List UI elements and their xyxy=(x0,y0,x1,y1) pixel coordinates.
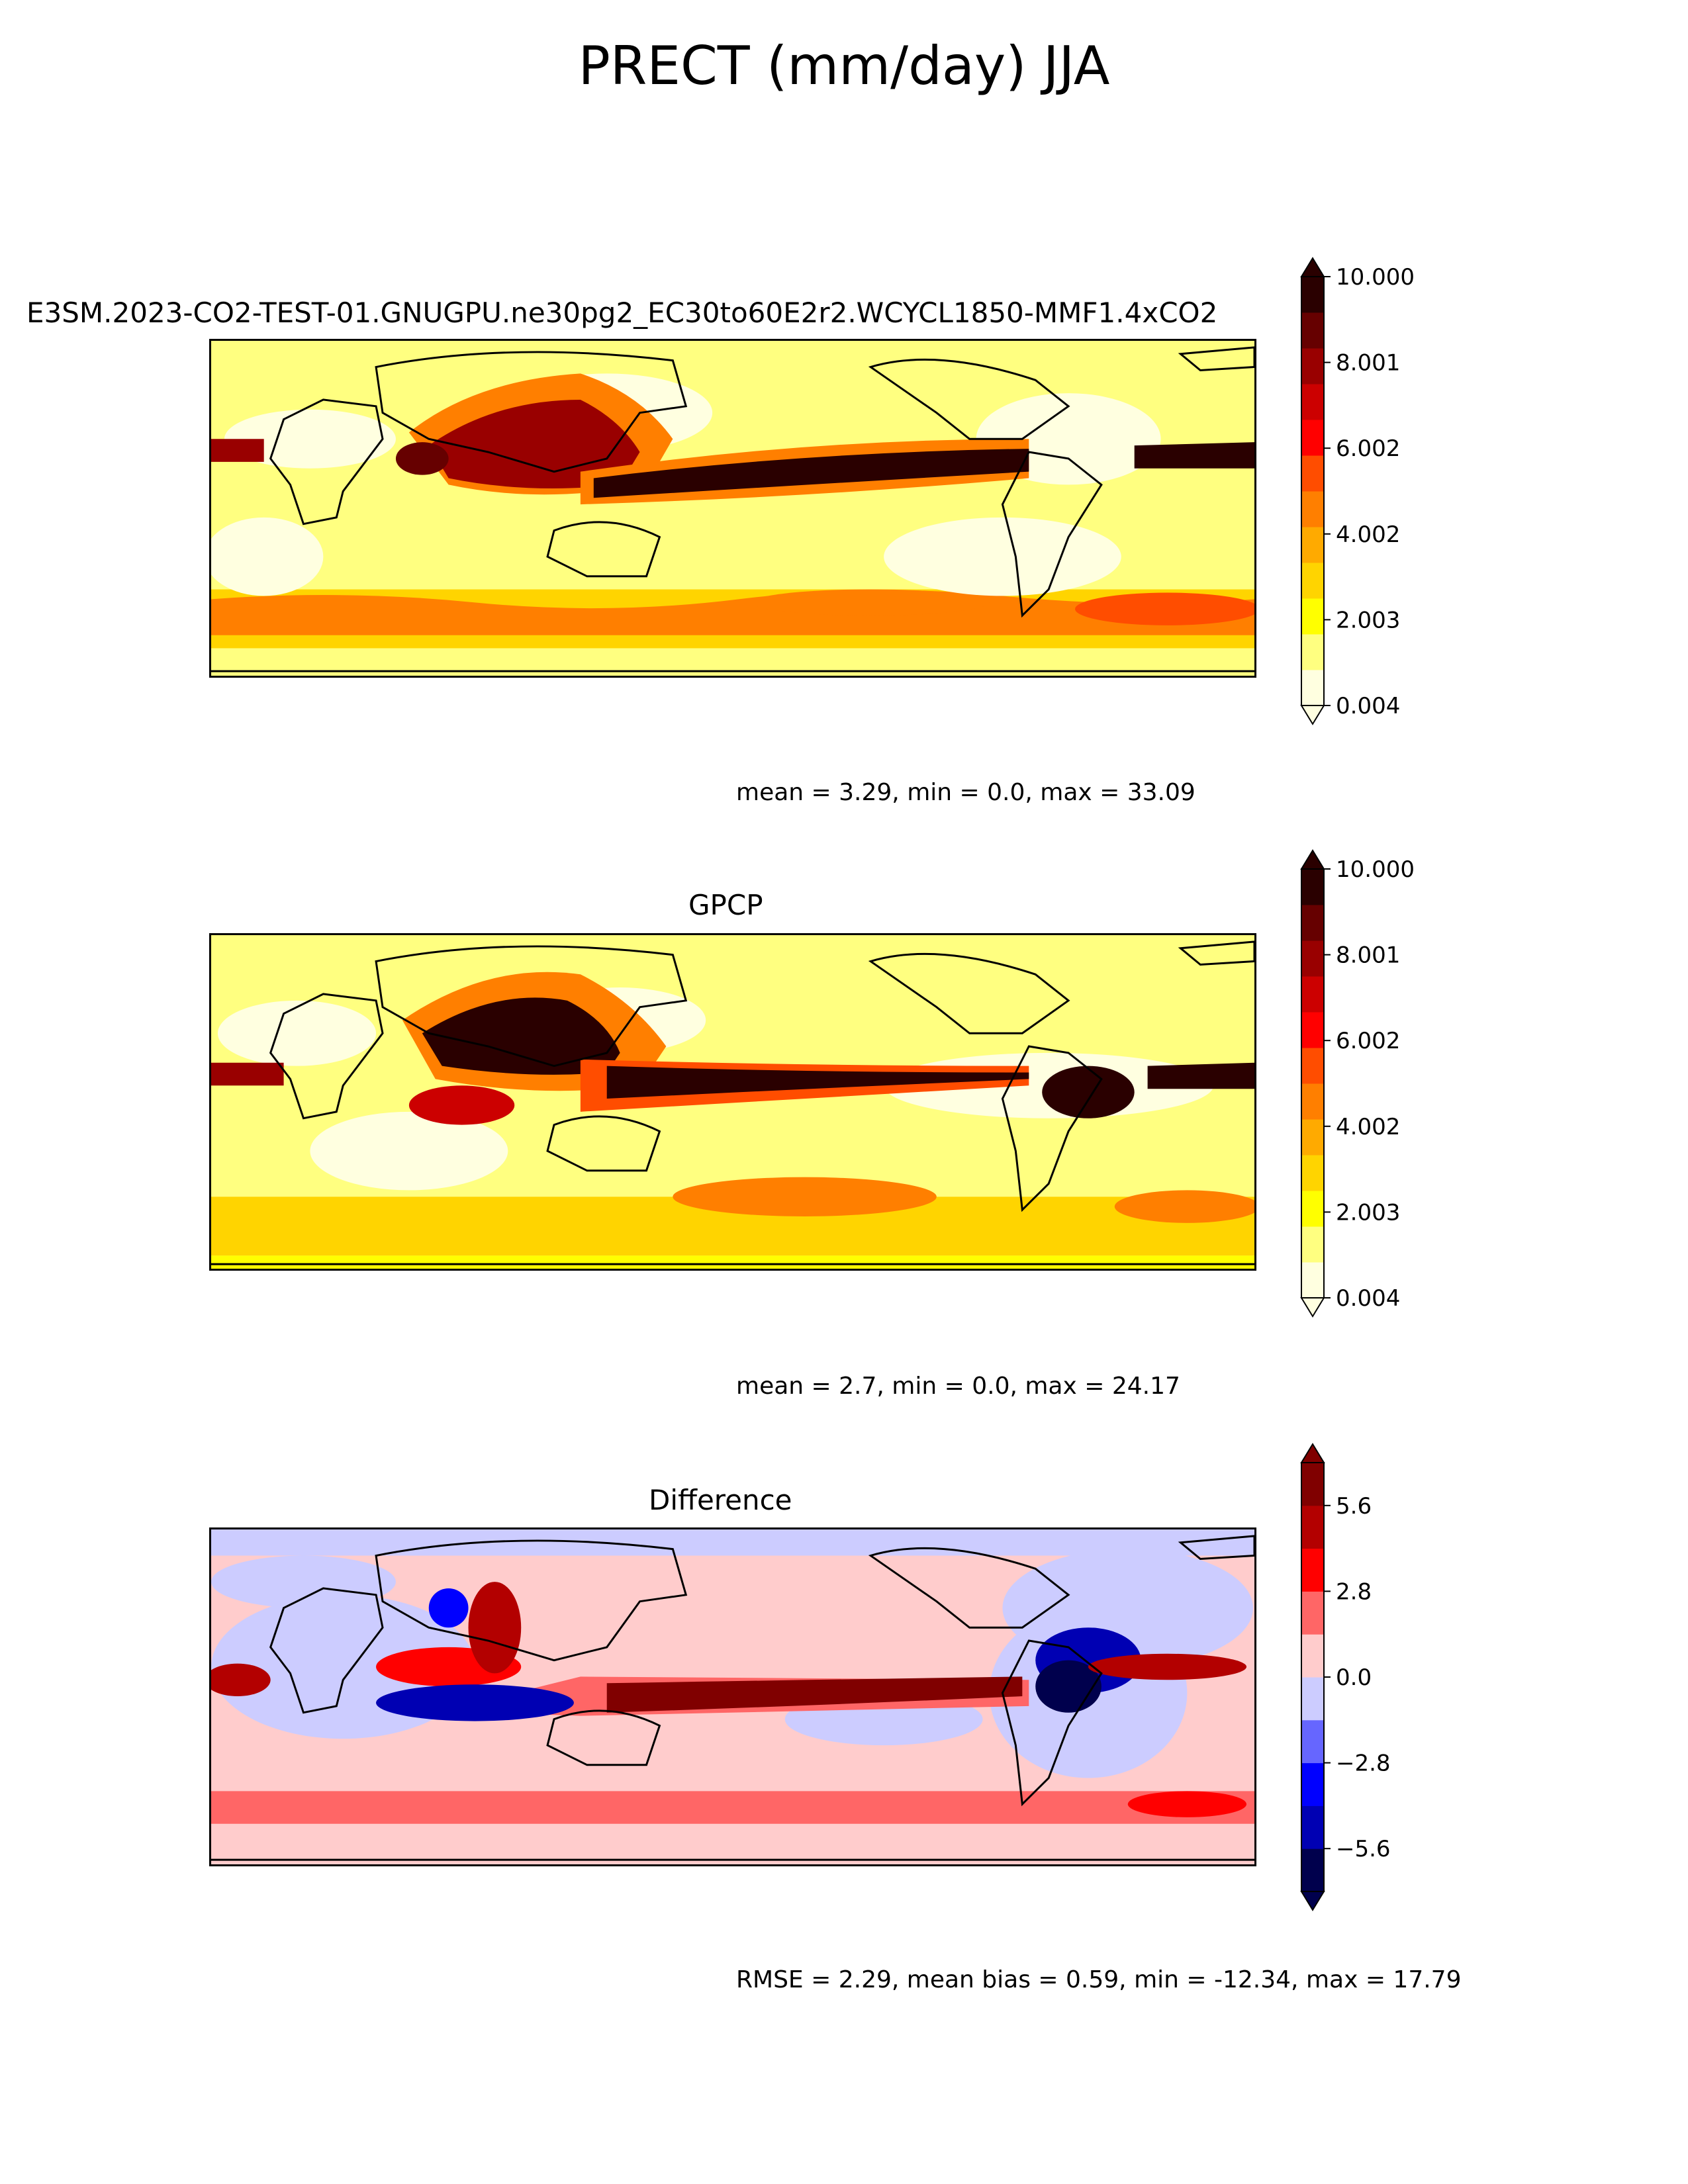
map-test xyxy=(209,339,1256,678)
colorbar-segment xyxy=(1301,1083,1324,1120)
colorbar-extend-max xyxy=(1300,849,1325,870)
colorbar-tick-label: 2.8 xyxy=(1336,1578,1372,1605)
colorbar-tick-label: 5.6 xyxy=(1336,1493,1372,1520)
map-ref xyxy=(209,933,1256,1271)
colorbar-extend-min xyxy=(1300,705,1325,725)
colorbar-tick-label: −5.6 xyxy=(1336,1836,1391,1862)
colorbar-segment xyxy=(1301,1762,1324,1806)
colorbar-segment xyxy=(1301,1191,1324,1227)
colorbar-segment xyxy=(1301,905,1324,941)
colorbar-segment xyxy=(1301,1119,1324,1156)
colorbar-segment xyxy=(1301,670,1324,706)
colorbar-tick-label: 10.000 xyxy=(1336,264,1415,291)
colorbar-segment xyxy=(1301,634,1324,670)
colorbar-diff: −5.6 −2.8 0.0 2.8 5.6 xyxy=(1297,1443,1496,1946)
colorbar-tick-label: 8.001 xyxy=(1336,350,1400,377)
colorbar-segment xyxy=(1301,348,1324,385)
colorbar-segment xyxy=(1301,1012,1324,1048)
panel-title-diff: Difference xyxy=(649,1484,792,1516)
colorbar-segment xyxy=(1301,1634,1324,1678)
colorbar-tick-label: −2.8 xyxy=(1336,1751,1391,1777)
figure-title: PRECT (mm/day) JJA xyxy=(578,35,1110,97)
colorbar-segment xyxy=(1301,1048,1324,1084)
colorbar-segment xyxy=(1301,1463,1324,1506)
colorbar-frame xyxy=(1301,868,1325,1298)
map-ref-field xyxy=(211,935,1254,1269)
colorbar-segment xyxy=(1301,1677,1324,1721)
colorbar-tick-label: 8.001 xyxy=(1336,942,1400,969)
colorbar-test: 0.004 2.003 4.002 6.002 8.001 10.000 xyxy=(1297,257,1496,760)
map-diff-field xyxy=(211,1529,1254,1864)
colorbar-segment xyxy=(1301,1262,1324,1298)
colorbar-segment xyxy=(1301,420,1324,456)
stats-test: mean = 3.29, min = 0.0, max = 33.09 xyxy=(736,779,1196,806)
colorbar-segment xyxy=(1301,1226,1324,1263)
colorbar-segment xyxy=(1301,563,1324,599)
colorbar-extend-max xyxy=(1300,1443,1325,1463)
colorbar-tick-label: 0.0 xyxy=(1336,1664,1372,1691)
stats-diff: RMSE = 2.29, mean bias = 0.59, min = -12… xyxy=(736,1966,1462,1993)
colorbar-extend-max xyxy=(1300,257,1325,277)
colorbar-tick-label: 2.003 xyxy=(1336,607,1400,633)
colorbar-segment xyxy=(1301,598,1324,635)
colorbar-segment xyxy=(1301,976,1324,1013)
colorbar-tick-label: 4.002 xyxy=(1336,1114,1400,1140)
colorbar-segment xyxy=(1301,1848,1324,1892)
colorbar-extend-min xyxy=(1300,1891,1325,1911)
colorbar-segment xyxy=(1301,940,1324,977)
colorbar-segment xyxy=(1301,527,1324,563)
colorbar-extend-min xyxy=(1300,1297,1325,1318)
colorbar-tick-label: 6.002 xyxy=(1336,1028,1400,1054)
colorbar-segment xyxy=(1301,1155,1324,1191)
colorbar-segment xyxy=(1301,1805,1324,1849)
panel-title-test: E3SM.2023-CO2-TEST-01.GNUGPU.ne30pg2_EC3… xyxy=(26,296,1218,329)
colorbar-tick-label: 0.004 xyxy=(1336,1285,1400,1312)
panel-title-ref: GPCP xyxy=(688,889,763,921)
colorbar-segment xyxy=(1301,277,1324,313)
colorbar-tick-label: 2.003 xyxy=(1336,1199,1400,1226)
colorbar-segment xyxy=(1301,1505,1324,1549)
colorbar-tick-label: 4.002 xyxy=(1336,522,1400,548)
colorbar-segment xyxy=(1301,1548,1324,1592)
stats-ref: mean = 2.7, min = 0.0, max = 24.17 xyxy=(736,1373,1180,1400)
colorbar-segment xyxy=(1301,384,1324,420)
colorbar-ref: 0.004 2.003 4.002 6.002 8.001 10.000 xyxy=(1297,849,1496,1352)
colorbar-segment xyxy=(1301,1591,1324,1635)
colorbar-segment xyxy=(1301,312,1324,349)
colorbar-tick-label: 0.004 xyxy=(1336,693,1400,719)
colorbar-tick-label: 10.000 xyxy=(1336,856,1415,883)
colorbar-segment xyxy=(1301,1719,1324,1764)
colorbar-segment xyxy=(1301,491,1324,527)
colorbar-segment xyxy=(1301,869,1324,905)
colorbar-segment xyxy=(1301,455,1324,492)
map-test-field xyxy=(211,341,1254,676)
colorbar-frame xyxy=(1301,276,1325,706)
colorbar-tick-label: 6.002 xyxy=(1336,435,1400,462)
map-diff xyxy=(209,1527,1256,1866)
